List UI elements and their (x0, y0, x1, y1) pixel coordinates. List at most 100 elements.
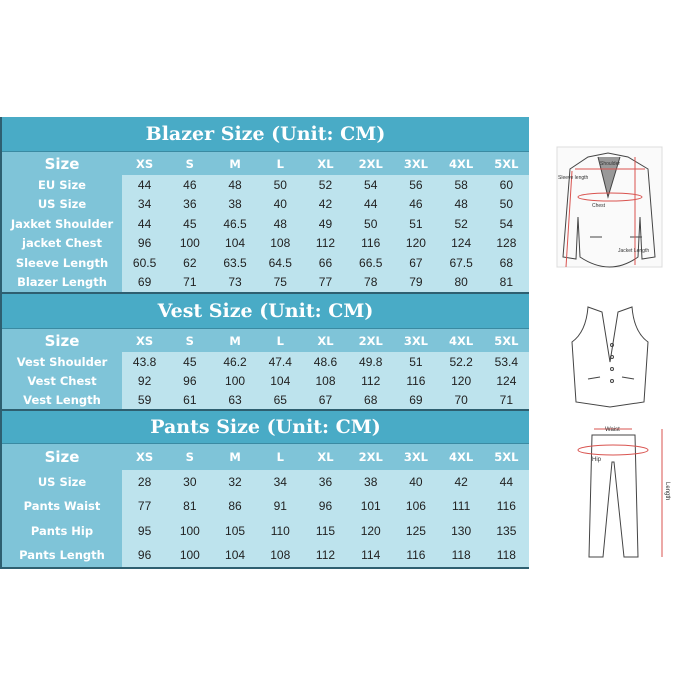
table-cell: 118 (483, 542, 529, 568)
table-cell: 100 (212, 371, 258, 390)
table-cell: 44 (348, 194, 394, 214)
table-cell: 66.5 (348, 253, 394, 273)
table-cell: 51 (393, 352, 439, 371)
table-cell: 110 (257, 518, 303, 543)
table-row: jacket Chest 96 100 104 108 112 116 120 124 128 (2, 233, 529, 253)
size-column-header: M (212, 444, 258, 470)
table-cell: 116 (393, 371, 439, 390)
table-cell: 38 (212, 194, 258, 214)
table-cell: 47.4 (257, 352, 303, 371)
table-cell: 124 (483, 371, 529, 390)
table-cell: 67 (302, 390, 349, 409)
table-cell: 81 (167, 494, 213, 519)
vest-size-table: Vest Size (Unit: CM) Size XS S M L XL 2XL 3XL 4XL… (2, 294, 529, 409)
table-cell: 46.5 (212, 214, 258, 234)
table-cell: 46 (167, 175, 213, 195)
table-cell: 108 (302, 371, 349, 390)
size-column-header: L (257, 329, 303, 352)
table-cell: 71 (483, 390, 529, 409)
size-column-header: M (212, 152, 258, 175)
row-label: Pants Waist (2, 494, 122, 519)
table-row: Pants Waist 77 81 86 91 96 101 106 111 116 (2, 494, 529, 519)
table-row: Vest Length 59 61 63 65 67 68 69 70 71 (2, 390, 529, 409)
row-label: Blazer Length (2, 272, 122, 292)
table-cell: 128 (483, 233, 529, 253)
garment-diagrams: Shoulder Sleeve length Chest Jacket Leng… (556, 146, 670, 558)
table-cell: 45 (167, 352, 213, 371)
blazer-size-table: Blazer Size (Unit: CM) Size XS S M L XL 2XL 3XL 4… (2, 117, 529, 292)
table-cell: 96 (122, 233, 168, 253)
table-cell: 79 (393, 272, 439, 292)
table-cell: 49 (302, 214, 349, 234)
table-cell: 46.2 (212, 352, 258, 371)
table-cell: 104 (212, 542, 258, 568)
table-cell: 108 (257, 233, 303, 253)
row-label: Pants Hip (2, 518, 122, 543)
table-cell: 68 (483, 253, 529, 273)
table-cell: 120 (348, 518, 394, 543)
table-cell: 104 (257, 371, 303, 390)
waist-label: Waist (605, 427, 620, 433)
section-divider (2, 409, 529, 411)
table-row: US Size 28 30 32 34 36 38 40 42 44 (2, 470, 529, 495)
size-column-header: XS (122, 444, 168, 470)
table-row: Jaxket Shoulder 44 45 46.5 48 49 50 51 52 54 (2, 214, 529, 234)
table-cell: 48 (212, 175, 258, 195)
size-column-header: L (257, 152, 303, 175)
size-column-header: S (167, 152, 213, 175)
pants-size-table: Pants Size (Unit: CM) Size XS S M L XL 2XL 3XL 4X… (2, 411, 529, 568)
table-cell: 116 (483, 494, 529, 519)
table-cell: 124 (438, 233, 484, 253)
table-cell: 95 (122, 518, 168, 543)
table-cell: 49.8 (348, 352, 394, 371)
table-cell: 86 (212, 494, 258, 519)
table-cell: 106 (393, 494, 439, 519)
table-cell: 38 (348, 470, 394, 495)
table-row: Blazer Length 69 71 73 75 77 78 79 80 81 (2, 272, 529, 292)
size-column-header: 4XL (438, 152, 484, 175)
table-cell: 114 (348, 542, 394, 568)
table-cell: 44 (483, 470, 529, 495)
table-row: Vest Shoulder 43.8 45 46.2 47.4 48.6 49.8 51 52.… (2, 352, 529, 371)
size-column-header: XL (302, 152, 349, 175)
table-row: EU Size 44 46 48 50 52 54 56 58 60 (2, 175, 529, 195)
table-cell: 111 (438, 494, 484, 519)
size-column-header: 2XL (348, 152, 394, 175)
table-cell: 60.5 (122, 253, 168, 273)
table-cell: 96 (167, 371, 213, 390)
vest-table-title: Vest Size (Unit: CM) (2, 294, 529, 329)
size-column-header: 3XL (393, 329, 439, 352)
table-row: US Size 34 36 38 40 42 44 46 48 50 (2, 194, 529, 214)
table-cell: 66 (302, 253, 349, 273)
size-chart: Blazer Size (Unit: CM) Size XS S M L XL 2XL 3XL 4… (0, 117, 529, 570)
size-column-header: 3XL (393, 152, 439, 175)
table-cell: 63.5 (212, 253, 258, 273)
table-cell: 68 (348, 390, 394, 409)
table-cell: 34 (257, 470, 303, 495)
table-cell: 43.8 (122, 352, 168, 371)
vest-diagram (571, 306, 649, 408)
size-column-header: S (167, 444, 213, 470)
size-header: Size (2, 329, 122, 352)
table-cell: 54 (483, 214, 529, 234)
table-cell: 80 (438, 272, 484, 292)
row-label: Sleeve Length (2, 253, 122, 273)
table-cell: 100 (167, 518, 213, 543)
size-column-header: 5XL (483, 329, 529, 352)
table-cell: 48.6 (302, 352, 349, 371)
row-label: US Size (2, 470, 122, 495)
table-cell: 36 (302, 470, 349, 495)
table-cell: 69 (122, 272, 168, 292)
table-cell: 112 (348, 371, 394, 390)
table-cell: 52 (302, 175, 349, 195)
table-row: Vest Chest 92 96 100 104 108 112 116 120 124 (2, 371, 529, 390)
jacket-length-label: Jacket Length (618, 248, 649, 254)
table-bottom-border (2, 567, 529, 570)
table-cell: 100 (167, 233, 213, 253)
size-column-header: XL (302, 329, 349, 352)
table-cell: 50 (257, 175, 303, 195)
table-cell: 115 (302, 518, 349, 543)
table-cell: 28 (122, 470, 168, 495)
table-cell: 120 (438, 371, 484, 390)
table-cell: 36 (167, 194, 213, 214)
